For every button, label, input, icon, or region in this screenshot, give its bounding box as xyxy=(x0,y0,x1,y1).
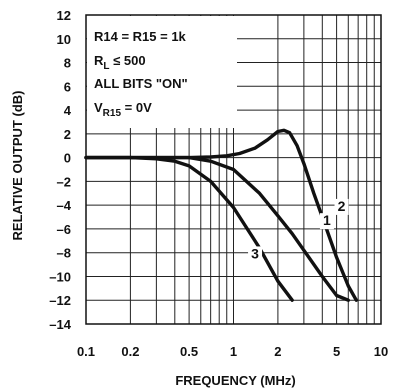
x-tick-label: 5 xyxy=(333,344,340,359)
y-tick-label: –12 xyxy=(49,293,71,308)
y-tick-label: –6 xyxy=(57,222,71,237)
curves: 12 3 xyxy=(84,128,358,302)
curve-label-halo xyxy=(334,198,349,215)
legend-box xyxy=(87,16,237,128)
y-tick-label: –8 xyxy=(57,246,71,261)
y-tick-label: 12 xyxy=(57,8,71,23)
legend-line: R14 = R15 = 1k xyxy=(94,29,187,44)
y-tick-label: 8 xyxy=(64,56,71,71)
y-axis-title: RELATIVE OUTPUT (dB) xyxy=(10,91,25,241)
y-tick-label: 0 xyxy=(64,151,71,166)
y-tick-label: 4 xyxy=(64,103,72,118)
y-tick-label: 10 xyxy=(57,32,71,47)
x-tick-label: 1 xyxy=(230,344,237,359)
curve-label-3: 3 xyxy=(251,245,259,261)
x-axis-title: FREQUENCY (MHz) xyxy=(175,373,295,388)
curve-2 xyxy=(84,128,358,302)
x-tick-label: 10 xyxy=(374,344,388,359)
x-tick-label: 2 xyxy=(274,344,281,359)
y-tick-label: 2 xyxy=(64,127,71,142)
y-tick-label: 6 xyxy=(64,79,71,94)
x-tick-label: 0.5 xyxy=(180,344,198,359)
legend: R14 = R15 = 1k RL ≤ 500 ALL BITS "ON" VR15 … xyxy=(94,29,188,119)
x-tick-label: 0.1 xyxy=(77,344,95,359)
x-tick-label: 0.2 xyxy=(121,344,139,359)
curve-label-halo xyxy=(248,246,263,263)
y-tick-label: –4 xyxy=(57,198,72,213)
curve-label-1: 1 xyxy=(323,212,331,228)
plot-frame xyxy=(85,14,382,325)
y-tick-label: –2 xyxy=(57,174,71,189)
curve-label-halo xyxy=(319,213,334,230)
legend-line: ALL BITS "ON" xyxy=(94,76,188,91)
y-tick-label: –14 xyxy=(49,317,71,332)
curve-3 xyxy=(84,155,294,302)
y-tick-label: –10 xyxy=(49,269,71,284)
legend-line: RL ≤ 500 xyxy=(94,53,146,72)
legend-line: VR15 = 0V xyxy=(94,100,152,119)
curve-label-2: 2 xyxy=(338,198,346,214)
